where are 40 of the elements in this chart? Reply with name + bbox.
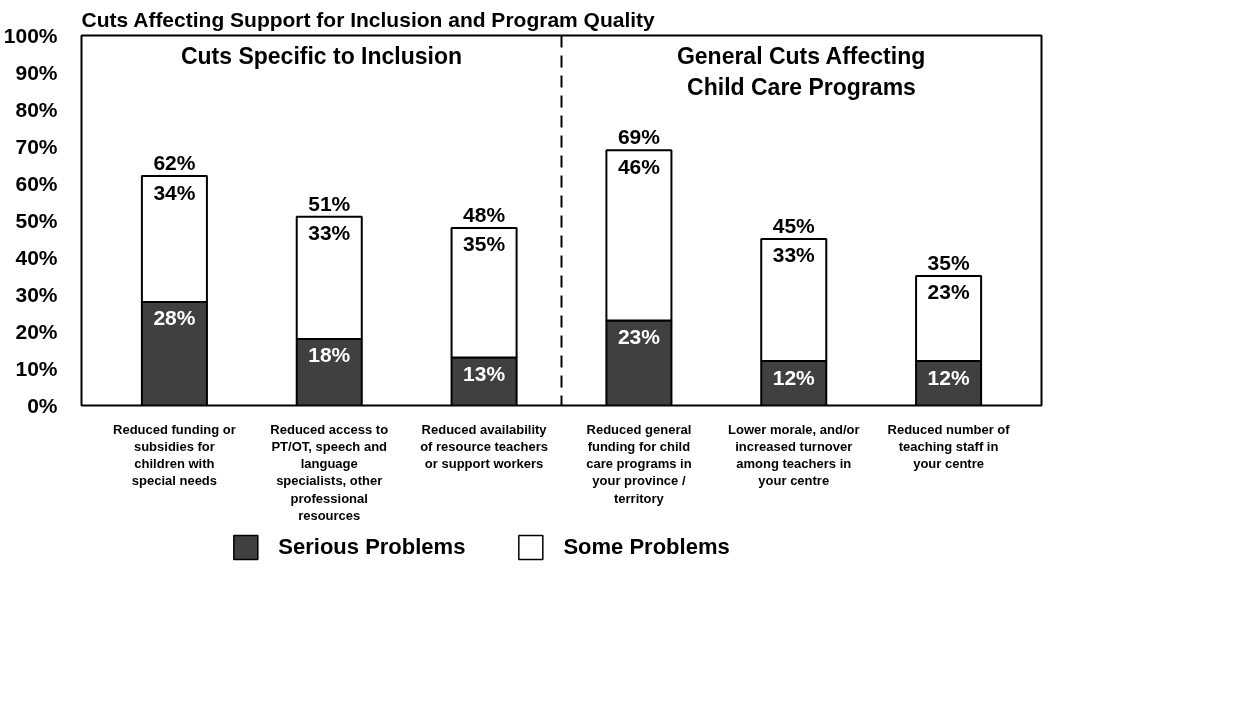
y-tick-label: 70% bbox=[15, 135, 58, 158]
legend-label: Some Problems bbox=[563, 534, 730, 560]
data-label: 28% bbox=[153, 306, 196, 330]
x-tick-label: Reduced funding or subsidies for children with special needs bbox=[113, 421, 236, 489]
y-tick-label: 60% bbox=[15, 172, 58, 195]
chart-title: Cuts Affecting Support for Inclusion and Program Quality bbox=[81, 7, 656, 31]
total-label: 45% bbox=[772, 214, 816, 238]
total-label: 51% bbox=[308, 191, 351, 215]
total-label: 62% bbox=[153, 151, 196, 175]
legend-label: Serious Problems bbox=[278, 534, 466, 560]
y-tick-label: 0% bbox=[27, 394, 58, 417]
y-tick-label: 100% bbox=[3, 24, 58, 47]
data-label: 46% bbox=[617, 154, 661, 178]
x-tick-label: Reduced general funding for child care programs in your province / territory bbox=[586, 421, 692, 506]
data-label: 35% bbox=[463, 232, 506, 256]
y-tick-label: 80% bbox=[15, 98, 58, 121]
data-label: 33% bbox=[308, 221, 351, 245]
x-tick-label: Reduced availability of resource teachers or support workers bbox=[420, 421, 549, 471]
total-label: 48% bbox=[463, 203, 506, 227]
data-label: 23% bbox=[927, 280, 970, 304]
data-label: 12% bbox=[927, 365, 970, 389]
annotation: Cuts Specific to Inclusion bbox=[180, 42, 463, 69]
annotation: General Cuts Affecting Child Care Programs bbox=[676, 42, 926, 101]
total-label: 35% bbox=[927, 251, 970, 275]
data-label: 34% bbox=[153, 180, 196, 204]
y-tick-label: 90% bbox=[15, 61, 58, 84]
y-tick-label: 30% bbox=[15, 283, 58, 306]
x-tick-label: Lower morale, and/or increased turnover among teachers in your centre bbox=[728, 421, 860, 489]
x-tick-label: Reduced number of teaching staff in your centre bbox=[887, 421, 1011, 471]
total-label: 69% bbox=[617, 125, 661, 149]
x-tick-label: Reduced access to PT/OT, speech and language specialists, other professional resources bbox=[270, 421, 389, 523]
y-tick-label: 50% bbox=[15, 209, 58, 232]
data-label: 23% bbox=[617, 324, 661, 348]
y-tick-label: 10% bbox=[15, 357, 58, 380]
data-label: 12% bbox=[772, 365, 816, 389]
data-label: 33% bbox=[772, 243, 816, 267]
data-label: 13% bbox=[463, 361, 506, 385]
y-tick-label: 40% bbox=[15, 246, 58, 269]
y-tick-label: 20% bbox=[15, 320, 58, 343]
data-label: 18% bbox=[308, 343, 351, 367]
